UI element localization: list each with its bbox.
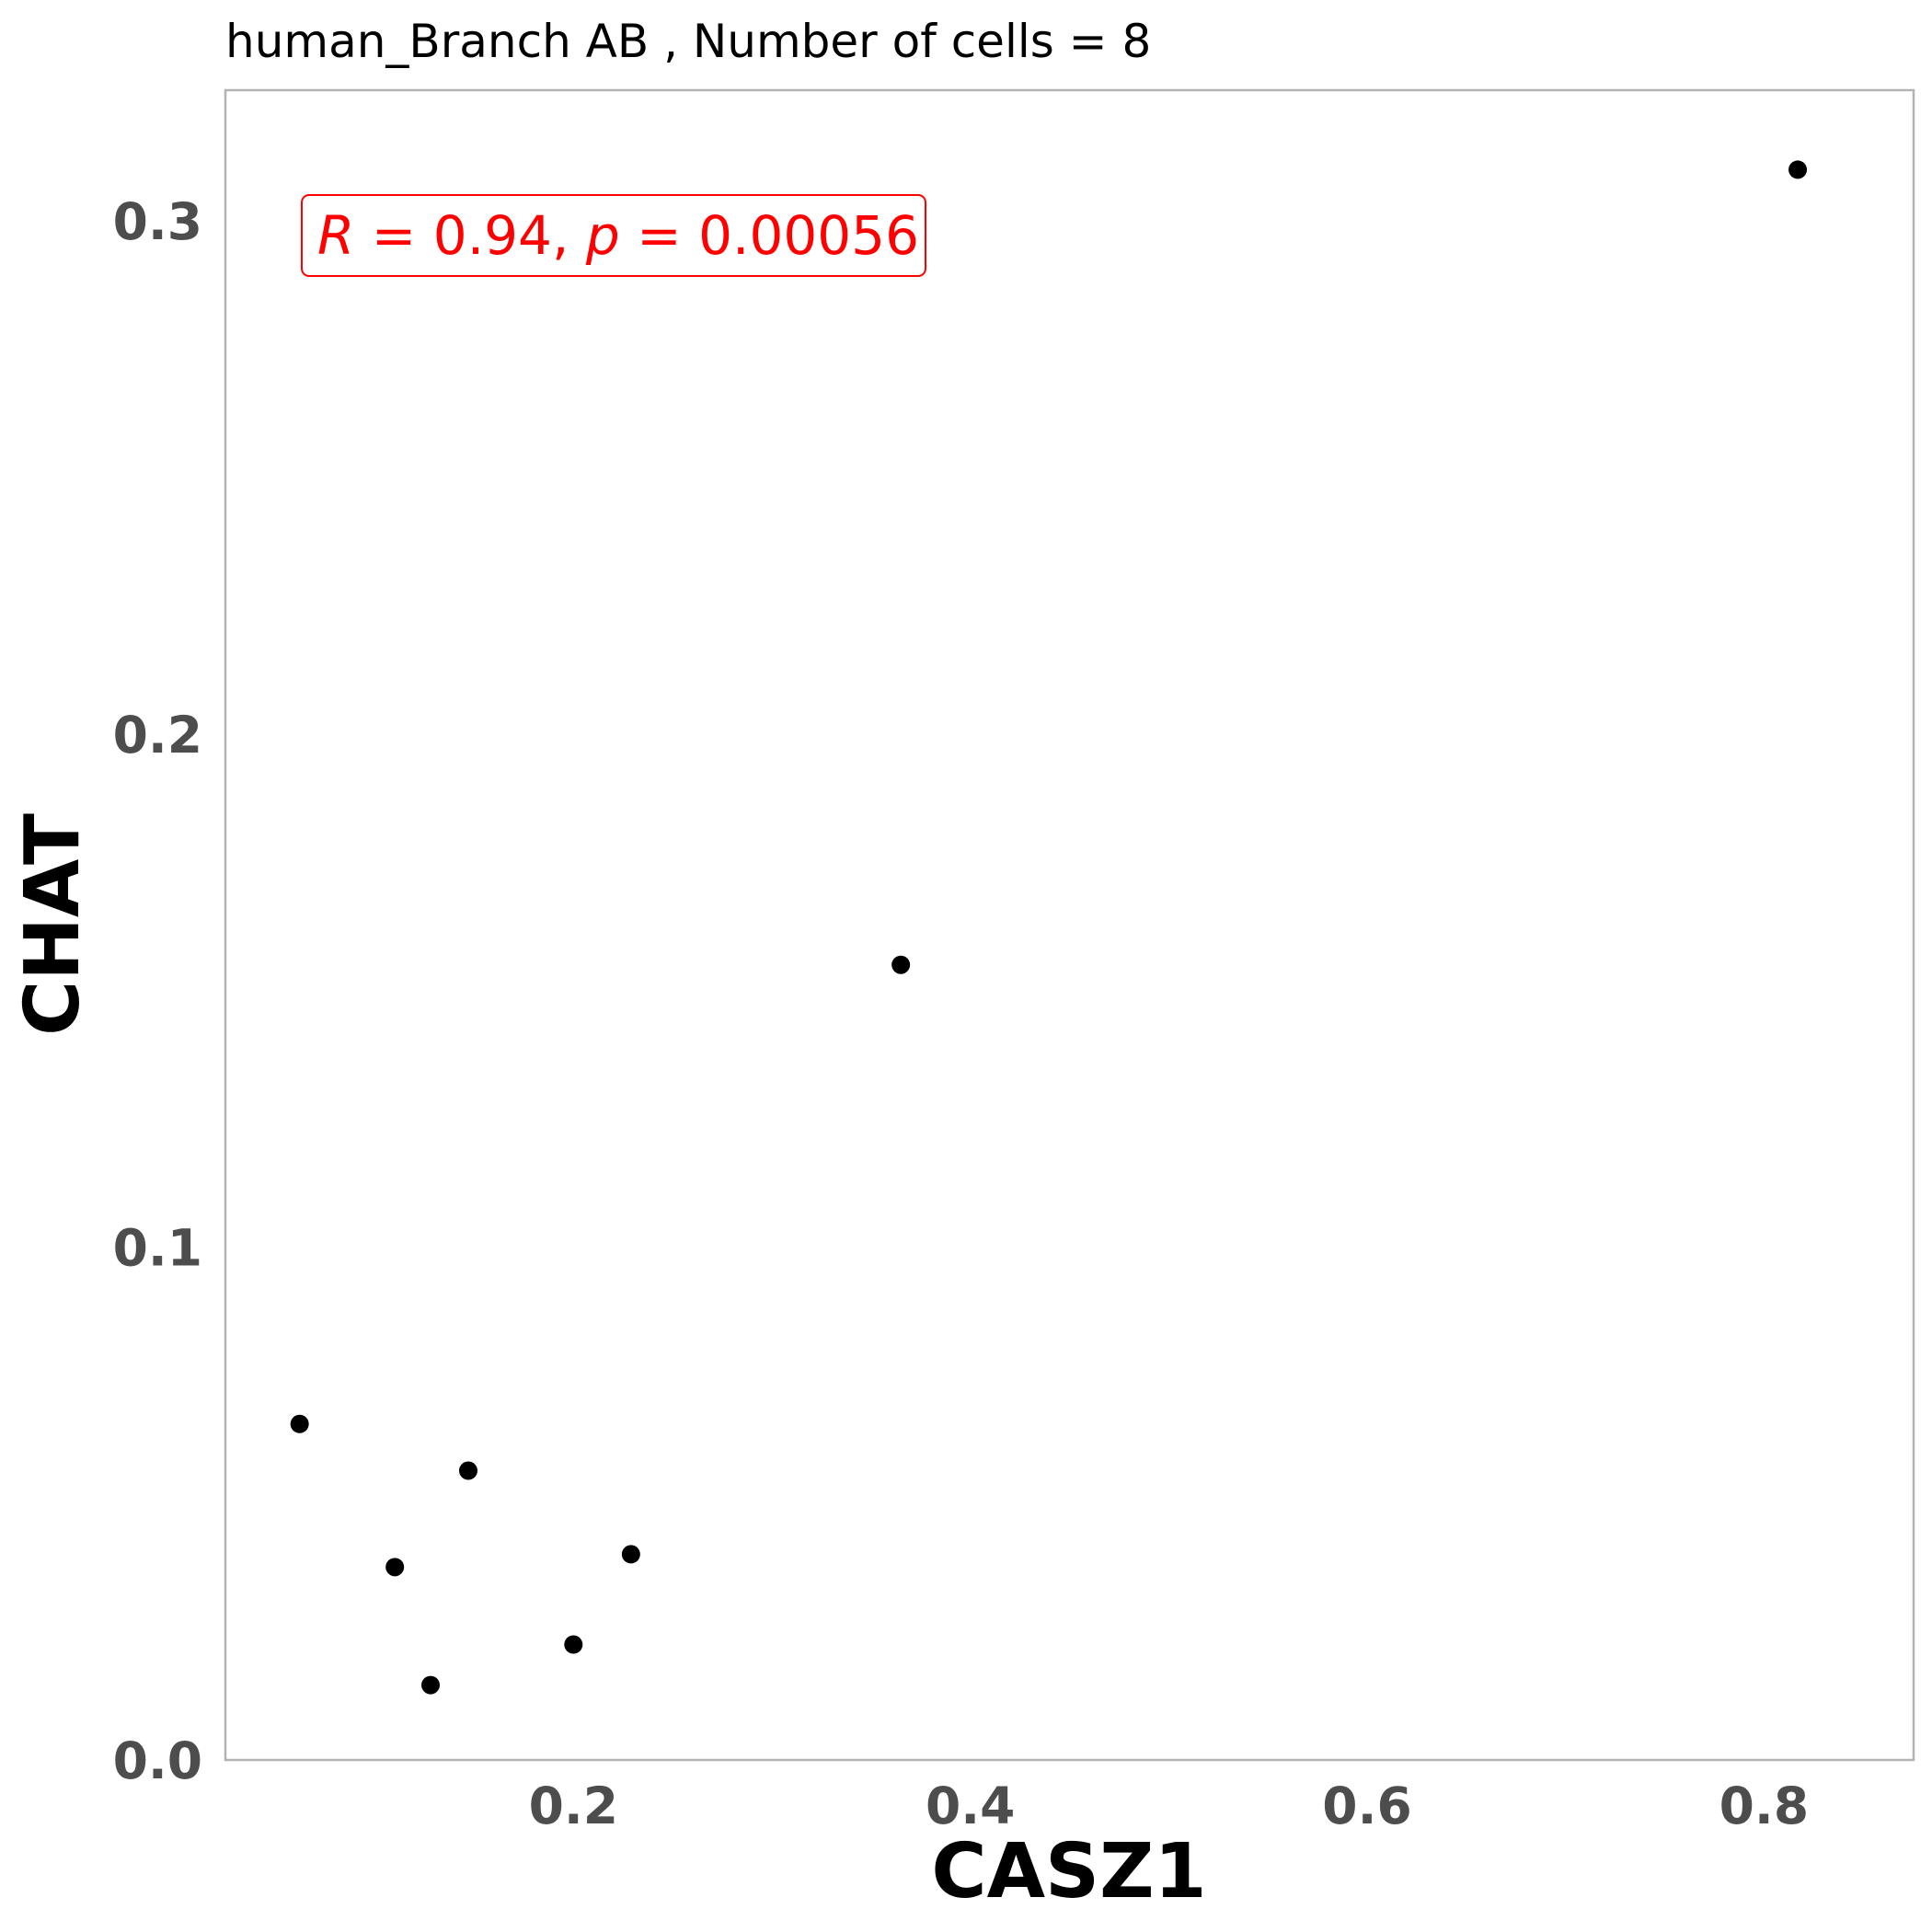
- y-tick-label: 0.3: [113, 192, 202, 251]
- data-point: [290, 1414, 309, 1433]
- x-axis-ticks: 0.2 0.4 0.6 0.8: [529, 1777, 1810, 1835]
- x-tick-label: 0.2: [529, 1777, 618, 1835]
- y-axis-title: CHAT: [9, 813, 97, 1036]
- data-point: [421, 1675, 441, 1695]
- data-point: [621, 1545, 640, 1564]
- data-point: [564, 1635, 583, 1654]
- x-axis-title: CASZ1: [931, 1828, 1206, 1915]
- data-point: [458, 1461, 477, 1480]
- chart-title: human_Branch AB , Number of cells = 8: [225, 15, 1151, 68]
- y-axis-ticks: 0.0 0.1 0.2 0.3: [113, 192, 202, 1790]
- plot-panel: [224, 88, 1915, 1762]
- data-points: [290, 160, 1808, 1695]
- r-equals: =: [354, 204, 432, 267]
- x-tick-label: 0.6: [1322, 1777, 1411, 1835]
- data-point: [891, 955, 911, 974]
- annotation-separator: ,: [552, 204, 586, 267]
- x-tick-label: 0.8: [1719, 1777, 1809, 1835]
- y-tick-label: 0.1: [113, 1218, 202, 1277]
- annotation-text: R = 0.94, p = 0.00056: [317, 204, 919, 267]
- r-value: 0.94: [433, 204, 552, 267]
- x-tick-label: 0.4: [926, 1777, 1015, 1835]
- r-symbol: R: [317, 204, 354, 267]
- data-point: [385, 1558, 405, 1577]
- annotation-box: [301, 194, 926, 277]
- y-tick-label: 0.0: [113, 1731, 202, 1790]
- correlation-annotation: R = 0.94, p = 0.00056: [301, 194, 926, 277]
- p-symbol: p: [585, 204, 620, 267]
- p-equals: =: [620, 204, 698, 267]
- data-point: [1788, 160, 1808, 179]
- p-value: 0.00056: [698, 204, 919, 267]
- y-tick-label: 0.2: [113, 706, 202, 765]
